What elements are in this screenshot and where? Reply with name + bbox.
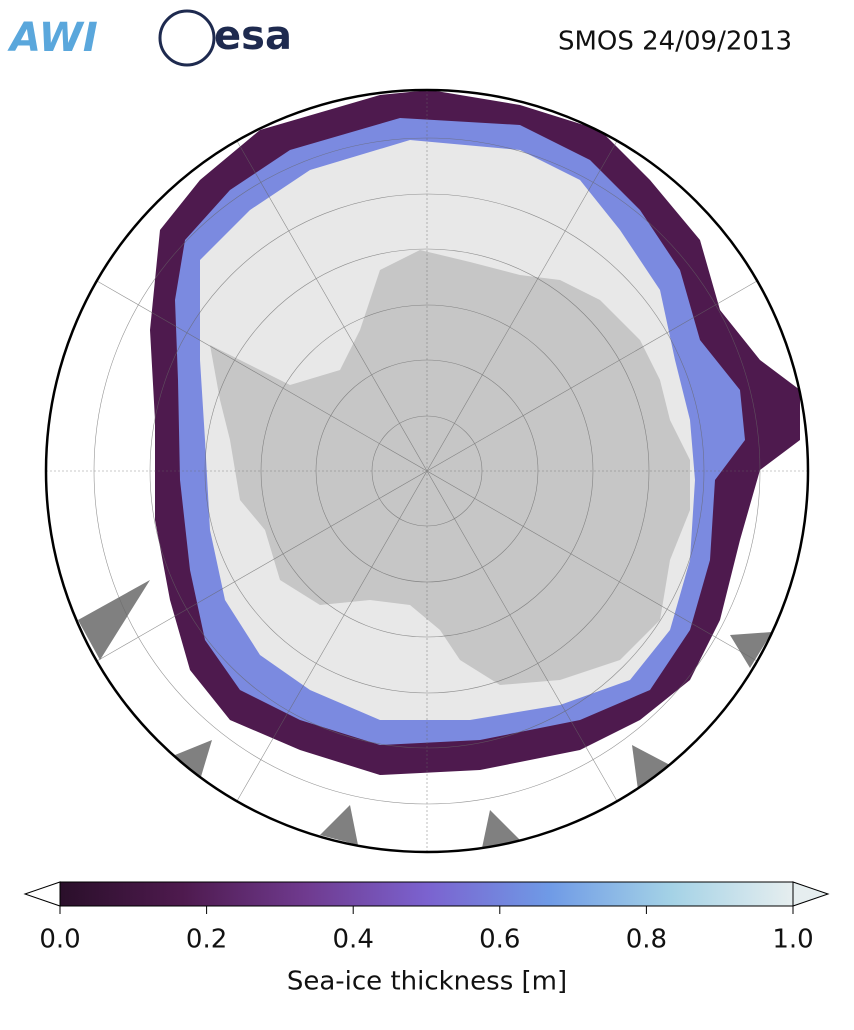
antarctica	[210, 250, 690, 685]
colorbar-tick-label: 0.6	[479, 925, 520, 955]
colorbar-extend-high	[792, 881, 830, 907]
colorbar-tick-label: 0.4	[333, 925, 374, 955]
map	[46, 90, 808, 852]
colorbar: Sea-ice thickness [m] 0.0 0.2 0.4 0.6 0.8 1.0	[23, 881, 830, 997]
colorbar-tick-label: 0.0	[39, 925, 80, 955]
colorbar-gradient	[59, 881, 794, 907]
colorbar-tick-label: 1.0	[772, 925, 813, 955]
colorbar-extend-low	[23, 881, 61, 907]
colorbar-tick-label: 0.2	[186, 925, 227, 955]
awi-logo: AWI	[7, 15, 98, 61]
colorbar-tick-label: 0.8	[626, 925, 667, 955]
map-border	[44, 88, 810, 854]
map-title: SMOS 24/09/2013	[558, 27, 792, 57]
esa-logo: esa	[214, 13, 292, 59]
esa-emblem	[158, 9, 216, 67]
land-outside	[78, 580, 772, 848]
graticule	[46, 90, 808, 852]
logo-group: AWI esa	[7, 9, 292, 67]
colorbar-label: Sea-ice thickness [m]	[287, 967, 567, 997]
